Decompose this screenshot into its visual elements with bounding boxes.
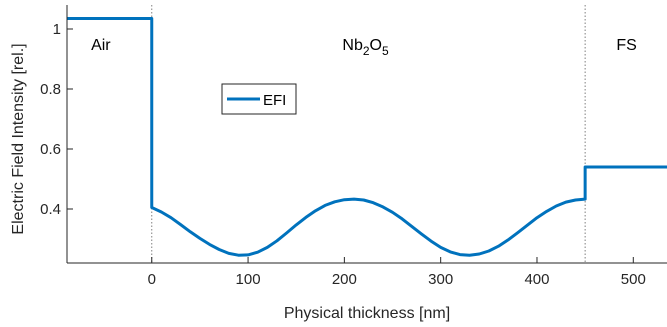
- x-tick-label-400: 400: [524, 271, 549, 288]
- x-tick-label-100: 100: [236, 271, 261, 288]
- series-line-efi: [67, 17, 667, 257]
- legend-label-efi: EFI: [263, 92, 286, 109]
- x-tick-label-200: 200: [332, 271, 357, 288]
- x-tick-label-300: 300: [428, 271, 453, 288]
- axes: 0 100 200 300 400 500 0.4 0.6 0.8 1: [40, 5, 667, 288]
- y-axis-label: Electric Field Intensity [rel.]: [10, 43, 27, 234]
- x-tick-label-500: 500: [621, 271, 646, 288]
- legend: EFI: [221, 83, 297, 115]
- y-tick-label-1: 0.6: [40, 141, 61, 158]
- region-label-air: Air: [91, 37, 111, 54]
- region-label-nb2o5: Nb2O5: [342, 37, 389, 58]
- y-tick-label-3: 1: [53, 21, 61, 38]
- region-label-fs: FS: [616, 37, 636, 54]
- series-layer: [67, 17, 667, 257]
- plot-background: [67, 5, 667, 263]
- y-tick-label-0: 0.4: [40, 201, 61, 218]
- plot-area: [67, 5, 667, 263]
- region-labels: Air Nb2O5 FS: [91, 37, 637, 58]
- x-tick-label-0: 0: [148, 271, 156, 288]
- x-axis-label: Physical thickness [nm]: [284, 305, 450, 322]
- y-tick-label-2: 0.8: [40, 81, 61, 98]
